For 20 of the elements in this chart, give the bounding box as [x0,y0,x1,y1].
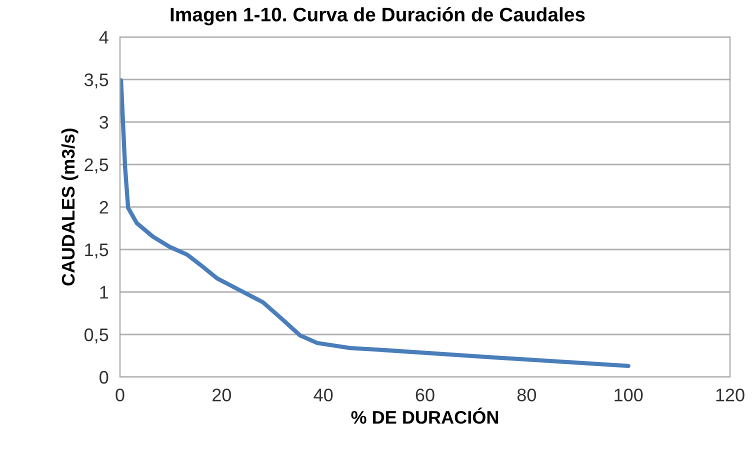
y-tick-label: 0 [100,370,108,384]
x-tick-label: 60 [416,388,434,402]
y-tick-label: 4 [99,31,108,44]
line-series [120,78,630,368]
x-tick-label: 0 [116,388,124,402]
y-axis-title: CAUDALES (m3/s) [61,128,78,286]
x-tick-label: 120 [716,388,744,402]
y-tick-label: 1,5 [85,244,108,258]
x-axis-title: % DE DURACIÓN [351,408,498,424]
y-tick-label: 0,5 [84,328,108,344]
chart-title: Imagen 1-10. Curva de Duración de Caudales [170,7,585,26]
y-tick-label: 2,5 [84,158,108,174]
x-tick-label: 20 [212,388,232,402]
y-tick-label: 3,5 [84,73,108,88]
x-tick-label: 100 [614,388,643,402]
y-tick-label: 2 [100,200,108,214]
x-tick-label: 40 [314,388,333,402]
y-tick-label: 1 [100,286,108,299]
x-tick-label: 80 [517,388,536,402]
y-tick-label: 3 [100,116,108,129]
